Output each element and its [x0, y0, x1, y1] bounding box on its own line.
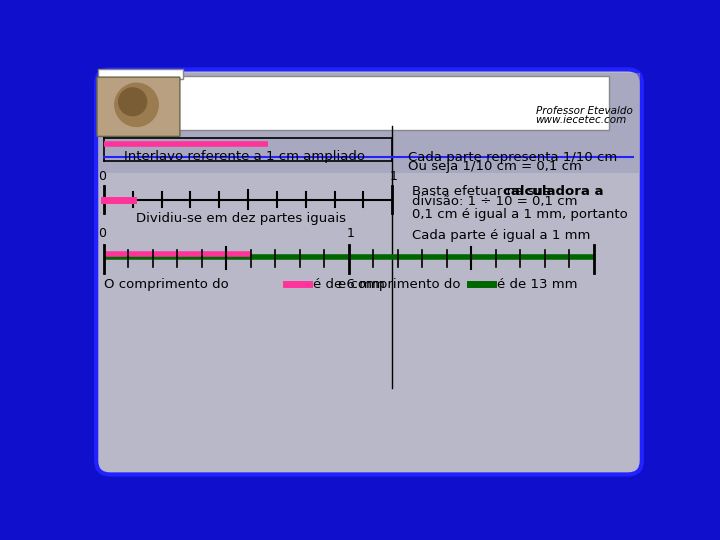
- Bar: [98, 72, 640, 173]
- Text: é de 6 mm: é de 6 mm: [313, 278, 385, 291]
- FancyBboxPatch shape: [96, 70, 642, 475]
- Text: Basta efetuar na sua: Basta efetuar na sua: [412, 185, 555, 198]
- Text: calculadora a: calculadora a: [503, 185, 603, 198]
- Text: 1: 1: [390, 170, 397, 183]
- Circle shape: [114, 83, 158, 126]
- Text: 1: 1: [346, 227, 354, 240]
- Text: Professor Etevaldo: Professor Etevaldo: [536, 106, 632, 116]
- Bar: [98, 69, 183, 79]
- Text: 0: 0: [99, 170, 107, 183]
- Text: é de 13 mm: é de 13 mm: [497, 278, 577, 291]
- Text: Ou seja 1/10 cm = 0,1 cm: Ou seja 1/10 cm = 0,1 cm: [408, 160, 582, 173]
- FancyBboxPatch shape: [97, 77, 180, 137]
- Text: Interlavo referente a 1 cm ampliado: Interlavo referente a 1 cm ampliado: [125, 150, 366, 163]
- Text: 0: 0: [99, 227, 107, 240]
- Text: 0,1 cm é igual a 1 mm, portanto: 0,1 cm é igual a 1 mm, portanto: [412, 208, 627, 221]
- Text: Dividiu-se em dez partes iguais: Dividiu-se em dez partes iguais: [136, 212, 346, 225]
- Text: divisão: 1 ÷ 10 = 0,1 cm: divisão: 1 ÷ 10 = 0,1 cm: [412, 194, 577, 207]
- FancyBboxPatch shape: [92, 67, 646, 478]
- Text: www.iecetec.com: www.iecetec.com: [536, 115, 627, 125]
- Text: e comprimento do: e comprimento do: [338, 278, 461, 291]
- Bar: [98, 76, 609, 130]
- Text: O comprimento do: O comprimento do: [104, 278, 229, 291]
- Circle shape: [119, 88, 147, 116]
- Text: Cada parte é igual a 1 mm: Cada parte é igual a 1 mm: [412, 230, 590, 242]
- Text: Cada parte representa 1/10 cm: Cada parte representa 1/10 cm: [408, 151, 617, 164]
